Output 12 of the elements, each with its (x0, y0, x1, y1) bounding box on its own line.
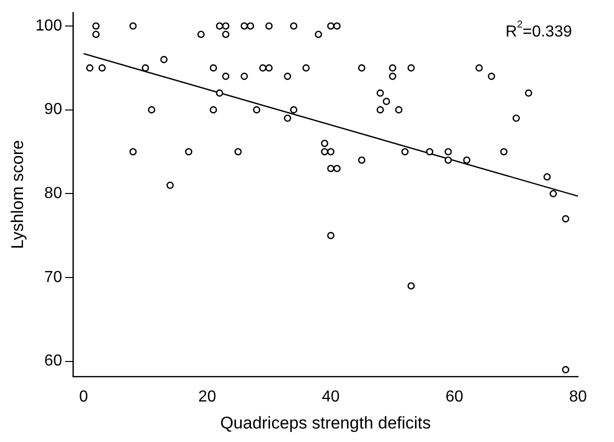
x-tick-label: 20 (198, 388, 216, 406)
x-tick-label: 80 (569, 388, 587, 406)
x-axis-title: Quadriceps strength deficits (220, 413, 431, 432)
y-tick-label: 70 (44, 268, 62, 286)
y-tick-label: 100 (35, 17, 62, 34)
x-tick-label: 60 (446, 388, 464, 406)
x-tick-label: 40 (322, 388, 340, 406)
y-axis-title: Lyshlom score (8, 140, 27, 249)
y-tick-label: 90 (44, 101, 62, 118)
y-tick-label: 60 (44, 352, 62, 370)
x-tick-label: 0 (79, 388, 88, 406)
y-tick-label: 80 (44, 185, 62, 202)
